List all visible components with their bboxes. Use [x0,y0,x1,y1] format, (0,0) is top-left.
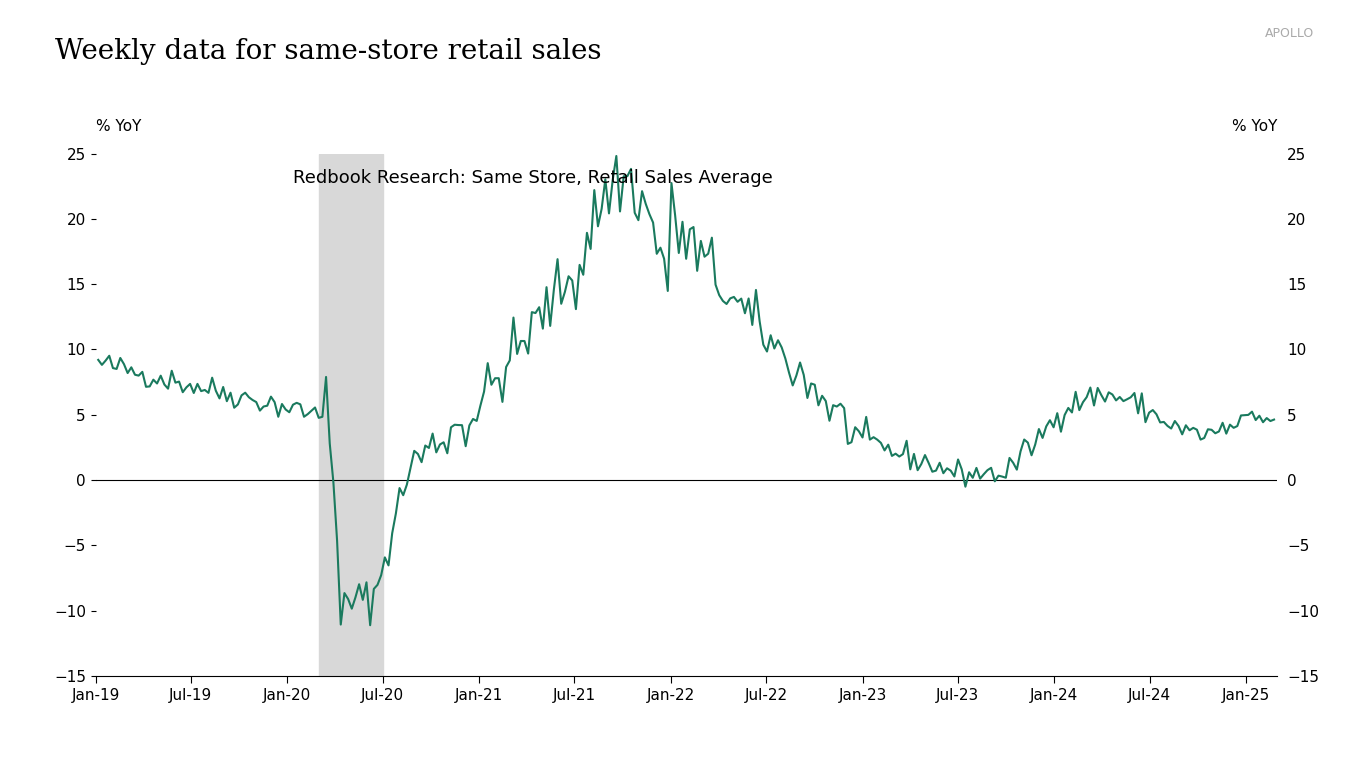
Bar [318,154,382,676]
Text: % YoY: % YoY [1232,119,1277,134]
Text: Redbook Research: Same Store, Retail Sales Average: Redbook Research: Same Store, Retail Sal… [292,169,773,187]
Text: % YoY: % YoY [96,119,141,134]
Text: APOLLO: APOLLO [1265,27,1314,40]
Text: Weekly data for same-store retail sales: Weekly data for same-store retail sales [55,38,601,65]
